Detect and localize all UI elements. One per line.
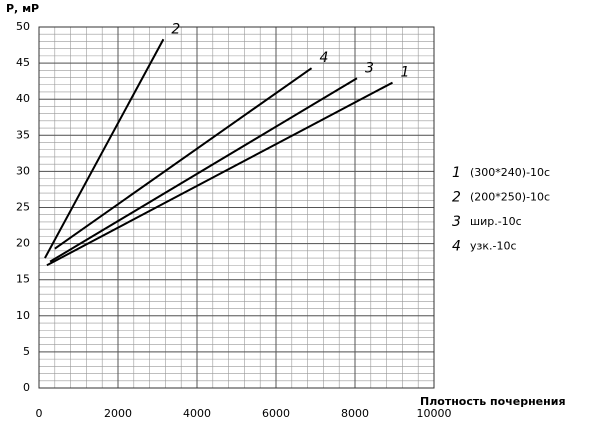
plot-frame	[38, 26, 435, 389]
legend-label: (300*240)-10с	[470, 166, 550, 179]
y-tick-label: 50	[16, 20, 30, 33]
x-tick-label: 2000	[104, 407, 132, 420]
x-tick-label: 8000	[341, 407, 369, 420]
y-tick-label: 15	[16, 273, 30, 286]
x-tick-label: 6000	[262, 407, 290, 420]
y-tick-label: 5	[23, 345, 30, 358]
series-end-label: 3	[365, 60, 374, 76]
y-axis-title: Р, мР	[6, 2, 39, 15]
series-end-label: 1	[401, 65, 410, 81]
series-end-label: 2	[171, 21, 180, 37]
x-tick-label: 10000	[417, 407, 452, 420]
x-tick-label: 4000	[183, 407, 211, 420]
series-line	[54, 67, 313, 250]
y-tick-label: 10	[16, 309, 30, 322]
series-line	[46, 81, 393, 267]
legend-label: (200*250)-10с	[470, 191, 550, 204]
legend-number: 3	[452, 214, 461, 230]
x-tick-label: 0	[36, 407, 43, 420]
legend-label: шир.-10с	[470, 215, 522, 228]
x-axis-title: Плотность почернения	[420, 395, 566, 408]
series-line	[44, 38, 165, 259]
series-line	[49, 77, 358, 263]
series-end-label: 4	[320, 50, 329, 66]
y-tick-label: 0	[23, 381, 30, 394]
y-tick-label: 20	[16, 237, 30, 250]
legend-label: узк.-10с	[470, 240, 517, 253]
y-tick-label: 45	[16, 56, 30, 69]
legend-number: 2	[452, 190, 461, 206]
y-tick-label: 40	[16, 92, 30, 105]
legend-number: 1	[452, 165, 461, 181]
y-tick-label: 25	[16, 201, 30, 214]
y-tick-label: 30	[16, 164, 30, 177]
y-tick-label: 35	[16, 128, 30, 141]
legend-number: 4	[452, 239, 461, 255]
